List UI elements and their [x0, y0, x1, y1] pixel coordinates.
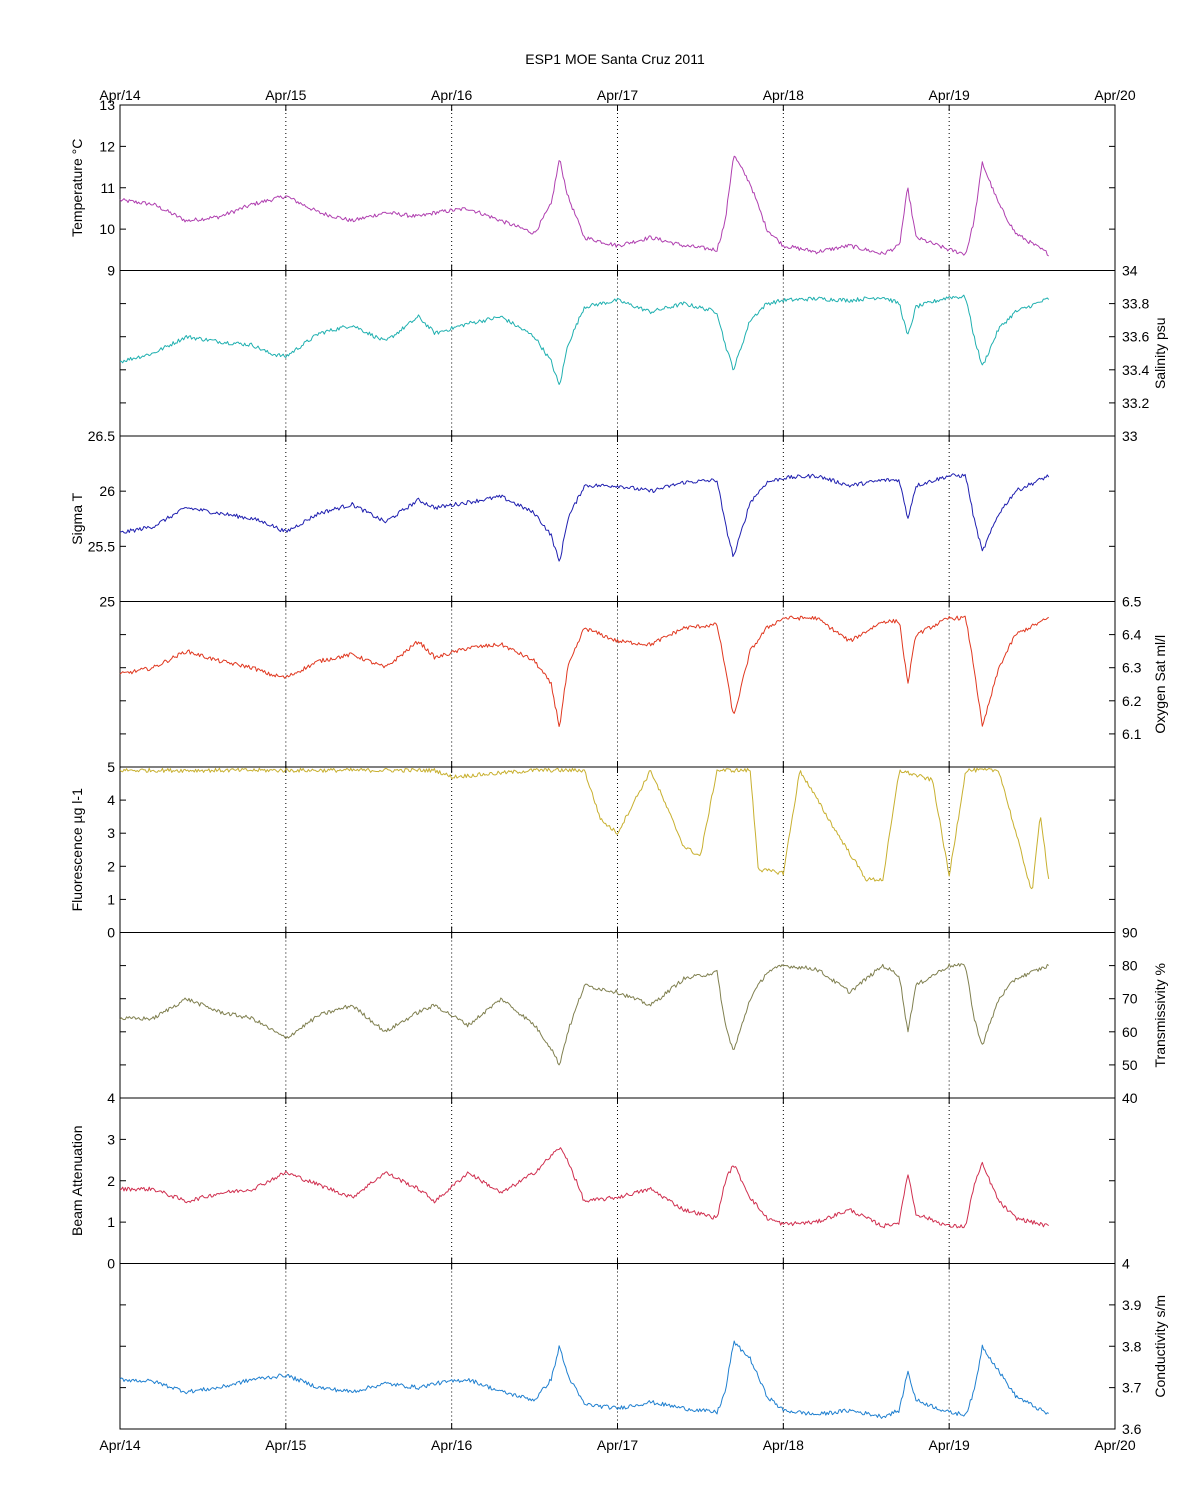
x-tick-label: Apr/18: [763, 1437, 804, 1453]
x-tick-label: Apr/14: [99, 1437, 140, 1453]
y-tick-label: 2: [107, 1173, 115, 1189]
series-line: [119, 294, 1050, 385]
y-tick-label: 4: [1122, 1256, 1130, 1272]
y-tick-label: 50: [1122, 1057, 1138, 1073]
x-tick-label: Apr/18: [763, 87, 804, 103]
series-line: [119, 473, 1050, 562]
y-tick-label: 70: [1122, 991, 1138, 1007]
x-tick-label: Apr/16: [431, 87, 472, 103]
y-tick-label: 34: [1122, 263, 1138, 279]
y-tick-label: 5: [107, 759, 115, 775]
y-tick-label: 3: [107, 825, 115, 841]
y-tick-label: 40: [1122, 1090, 1138, 1106]
x-tick-label: Apr/19: [929, 1437, 970, 1453]
y-tick-label: 10: [99, 221, 115, 237]
y-axis-label: Beam Attenuation: [69, 1125, 85, 1236]
x-tick-label: Apr/14: [99, 87, 140, 103]
y-tick-label: 90: [1122, 925, 1138, 941]
y-tick-label: 4: [107, 792, 115, 808]
y-tick-label: 80: [1122, 958, 1138, 974]
y-axis-label: Fluorescence µg l-1: [69, 788, 85, 911]
y-tick-label: 0: [107, 1256, 115, 1272]
x-tick-label: Apr/15: [265, 87, 306, 103]
y-tick-label: 60: [1122, 1024, 1138, 1040]
x-tick-label: Apr/20: [1094, 87, 1135, 103]
y-tick-label: 0: [107, 925, 115, 941]
y-tick-label: 33.8: [1122, 296, 1149, 312]
x-tick-label: Apr/16: [431, 1437, 472, 1453]
x-tick-label: Apr/19: [929, 87, 970, 103]
y-tick-label: 3.8: [1122, 1338, 1142, 1354]
y-tick-label: 11: [100, 180, 115, 196]
y-tick-label: 12: [99, 138, 115, 154]
y-tick-label: 33.4: [1122, 362, 1149, 378]
y-tick-label: 2: [107, 858, 115, 874]
y-tick-label: 6.3: [1122, 660, 1142, 676]
y-axis-label: Transmissivity %: [1152, 963, 1168, 1068]
x-tick-label: Apr/20: [1094, 1437, 1135, 1453]
x-tick-label: Apr/17: [597, 1437, 638, 1453]
series-line: [119, 963, 1049, 1066]
y-axis-label: Sigma T: [69, 492, 85, 544]
y-tick-label: 6.5: [1122, 594, 1142, 610]
chart-title: ESP1 MOE Santa Cruz 2011: [525, 51, 705, 67]
y-tick-label: 1: [107, 1214, 115, 1230]
series-line: [119, 615, 1049, 727]
y-tick-label: 25: [99, 594, 115, 610]
y-tick-label: 33: [1122, 428, 1138, 444]
x-tick-label: Apr/15: [265, 1437, 306, 1453]
series-line: [119, 1147, 1049, 1229]
y-tick-label: 9: [107, 263, 115, 279]
series-line: [119, 155, 1049, 257]
y-tick-label: 3.6: [1122, 1421, 1142, 1437]
y-axis-label: Conductivity s/m: [1152, 1295, 1168, 1398]
y-tick-label: 3.7: [1122, 1380, 1142, 1396]
x-tick-label: Apr/17: [597, 87, 638, 103]
series-line: [119, 767, 1050, 890]
series-line: [119, 1340, 1049, 1419]
y-tick-label: 3.9: [1122, 1297, 1142, 1313]
y-tick-label: 6.1: [1122, 726, 1142, 742]
y-tick-label: 33.6: [1122, 329, 1149, 345]
y-tick-label: 4: [107, 1090, 115, 1106]
y-tick-label: 26.5: [88, 428, 115, 444]
y-tick-label: 26: [99, 483, 115, 499]
y-tick-label: 1: [107, 891, 115, 907]
y-axis-label: Temperature °C: [69, 139, 85, 237]
y-tick-label: 3: [107, 1131, 115, 1147]
y-tick-label: 6.2: [1122, 693, 1142, 709]
y-tick-label: 13: [99, 97, 115, 113]
y-axis-label: Salinity psu: [1152, 317, 1168, 389]
y-axis-label: Oxygen Sat ml/l: [1152, 635, 1168, 734]
y-tick-label: 6.4: [1122, 627, 1142, 643]
y-tick-label: 25.5: [88, 538, 115, 554]
y-tick-label: 33.2: [1122, 395, 1149, 411]
